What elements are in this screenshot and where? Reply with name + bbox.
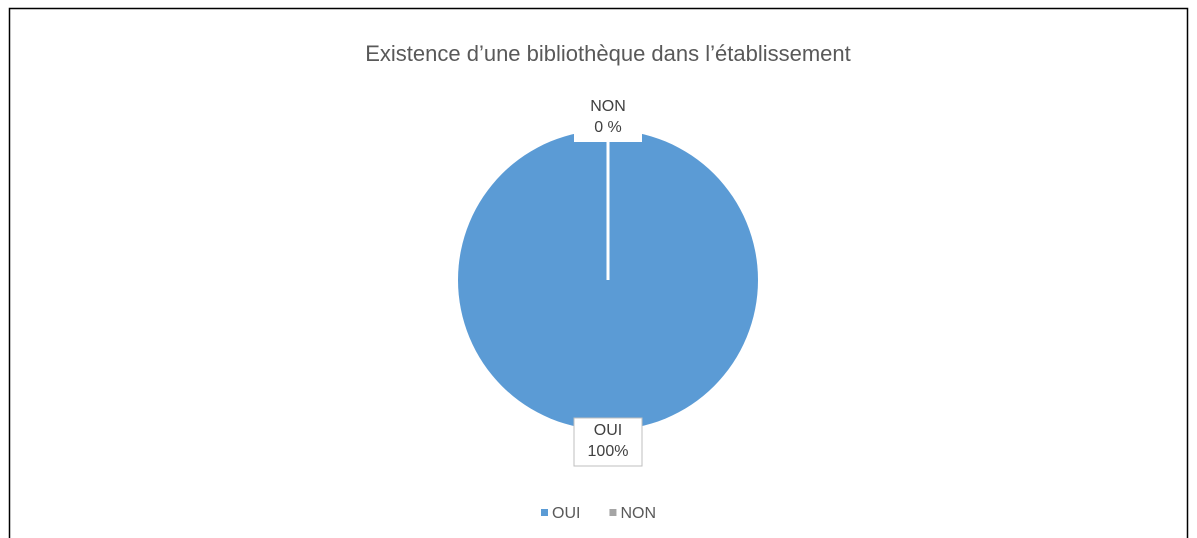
legend-label: OUI	[552, 505, 580, 522]
data-label-category: NON	[590, 98, 626, 115]
legend-swatch	[541, 509, 548, 516]
data-label-value: 100%	[588, 443, 629, 460]
data-label-box	[573, 417, 643, 467]
data-label-box	[574, 94, 642, 142]
legend-swatch	[609, 509, 617, 516]
data-label-category: OUI	[594, 422, 622, 439]
legend-label: NON	[620, 505, 656, 522]
frame	[8, 7, 1189, 538]
data-label-value: 0 %	[594, 119, 622, 136]
chart-title: Existence d’une bibliothèque dans l’étab…	[365, 41, 851, 66]
